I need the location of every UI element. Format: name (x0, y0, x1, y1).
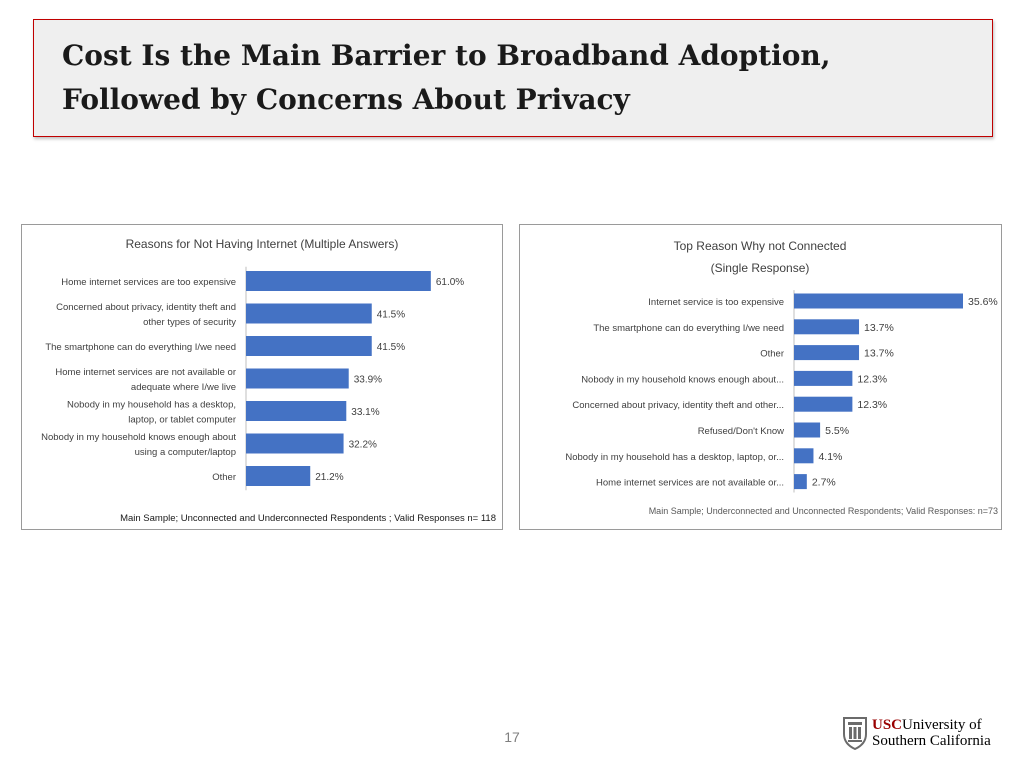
chart-title: Top Reason Why not Connected (674, 239, 847, 253)
bar (794, 293, 963, 309)
slide-title: Cost Is the Main Barrier to Broadband Ad… (62, 39, 831, 116)
category-label: Concerned about privacy, identity theft … (572, 400, 784, 411)
category-label: Concerned about privacy, identity theft … (56, 302, 236, 313)
category-label: Nobody in my household knows enough abou… (581, 374, 784, 385)
data-label: 33.9% (354, 375, 382, 386)
data-label: 2.7% (812, 477, 836, 489)
bar (246, 466, 311, 486)
data-label: 41.5% (377, 342, 405, 353)
usc-abbrev: USC (872, 717, 903, 733)
category-label: Nobody in my household has a desktop, la… (565, 452, 784, 463)
chart-reasons-multiple: Reasons for Not Having Internet (Multipl… (21, 224, 503, 530)
page-number: 17 (504, 729, 520, 745)
data-label: 5.5% (825, 425, 849, 437)
usc-seal-icon (843, 717, 867, 750)
usc-line1: University of (902, 717, 982, 733)
usc-wordmark: USCUniversity of Southern California (872, 717, 991, 749)
bar (246, 271, 431, 291)
bar (246, 433, 344, 454)
data-label: 41.5% (377, 310, 405, 321)
bar (246, 368, 349, 389)
category-label: other types of security (143, 317, 236, 328)
category-label: using a computer/laptop (135, 447, 236, 458)
bar (794, 370, 853, 386)
category-label: Nobody in my household knows enough abou… (41, 432, 236, 443)
category-label: The smartphone can do everything I/we ne… (45, 342, 236, 353)
usc-line2: Southern California (872, 733, 991, 749)
category-label: laptop, or tablet computer (128, 415, 236, 426)
chart-reasons-multiple-svg: Reasons for Not Having Internet (Multipl… (41, 237, 496, 524)
data-label: 13.7% (864, 322, 894, 334)
data-label: 21.2% (315, 472, 343, 483)
category-label: Home internet services are not available… (55, 367, 236, 378)
category-label: Nobody in my household has a desktop, (67, 400, 236, 411)
chart-title: (Single Response) (711, 261, 810, 275)
usc-logo: USCUniversity of Southern California (842, 716, 992, 752)
data-label: 35.6% (968, 296, 998, 308)
category-label: The smartphone can do everything I/we ne… (593, 323, 784, 334)
category-label: Home internet services are not available… (596, 478, 784, 489)
bar (794, 319, 860, 335)
data-label: 32.2% (349, 440, 377, 451)
data-label: 33.1% (351, 407, 379, 418)
bar (794, 448, 814, 464)
chart-top-reason-single-svg: Top Reason Why not Connected (Single Resp… (565, 239, 998, 516)
category-label: Home internet services are too expensive (61, 277, 236, 288)
bar (794, 345, 860, 361)
bar (246, 303, 372, 324)
chart-title: Reasons for Not Having Internet (Multipl… (126, 237, 399, 251)
bar (246, 401, 347, 421)
category-label: Other (212, 472, 236, 483)
category-label: Internet service is too expensive (648, 297, 784, 308)
chart-footnote: Main Sample; Unconnected and Underconnec… (120, 513, 496, 524)
title-box: Cost Is the Main Barrier to Broadband Ad… (33, 19, 993, 137)
bar (794, 474, 807, 490)
chart-top-reason-single: Top Reason Why not Connected (Single Resp… (519, 224, 1002, 530)
bar (246, 336, 372, 356)
bar (794, 396, 853, 412)
category-label: Refused/Don't Know (698, 426, 784, 437)
data-label: 12.3% (857, 399, 887, 411)
data-label: 13.7% (864, 348, 894, 360)
bar (794, 422, 821, 438)
data-label: 4.1% (818, 451, 842, 463)
category-label: adequate where I/we live (131, 382, 236, 393)
data-label: 12.3% (857, 373, 887, 385)
category-label: Other (760, 349, 784, 360)
data-label: 61.0% (436, 277, 464, 288)
chart-footnote: Main Sample; Underconnected and Unconnec… (649, 506, 998, 516)
